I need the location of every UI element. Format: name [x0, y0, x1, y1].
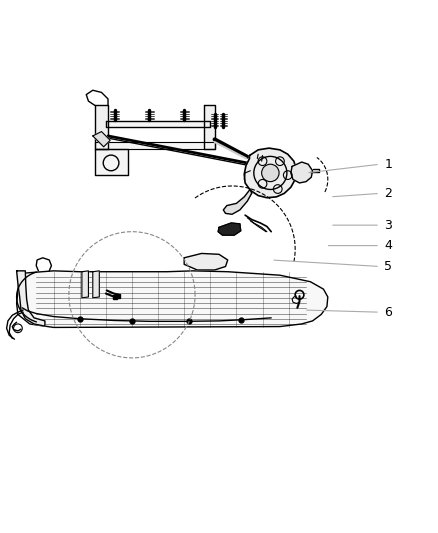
Polygon shape [204, 106, 215, 149]
Polygon shape [291, 162, 313, 183]
Text: 3: 3 [385, 219, 392, 232]
Polygon shape [17, 271, 45, 326]
Circle shape [261, 164, 279, 182]
Polygon shape [223, 189, 252, 214]
Polygon shape [218, 223, 241, 235]
Polygon shape [93, 132, 110, 147]
Text: 1: 1 [385, 158, 392, 171]
Polygon shape [244, 148, 297, 198]
Polygon shape [95, 149, 127, 175]
Polygon shape [17, 271, 328, 327]
Text: 5: 5 [385, 260, 392, 273]
Polygon shape [82, 271, 88, 298]
Text: 4: 4 [385, 239, 392, 252]
Polygon shape [95, 142, 215, 149]
Polygon shape [106, 120, 210, 127]
Polygon shape [93, 271, 99, 298]
Text: 2: 2 [385, 187, 392, 200]
Text: 6: 6 [385, 306, 392, 319]
Polygon shape [184, 254, 228, 270]
Polygon shape [95, 106, 108, 149]
